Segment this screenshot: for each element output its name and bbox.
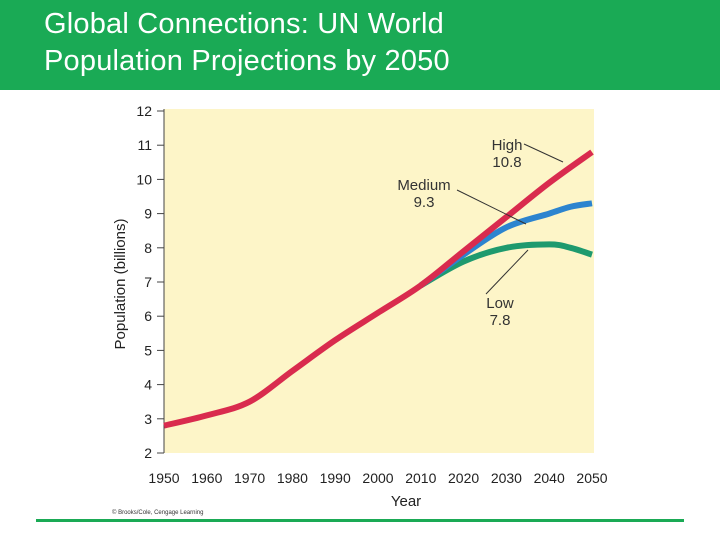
population-chart: 2 3 4 5 6 7 8 9 10 11 12 1950 1960 1970 1980 1990 2000 20… (112, 103, 608, 510)
x-tick-label: 1980 (277, 470, 308, 486)
x-tick-label: 2040 (534, 470, 565, 486)
y-tick-label: 5 (144, 342, 152, 358)
x-tick-label: 2050 (576, 470, 607, 486)
annotation-value: 10.8 (492, 154, 521, 171)
page-title: Global Connections: UN World Population … (44, 6, 684, 80)
y-tick-label: 8 (144, 240, 152, 256)
page-title-line-2: Population Projections by 2050 (44, 45, 450, 77)
annotation-label: High (492, 137, 523, 154)
annotation-value: 9.3 (414, 194, 435, 211)
image-credit: © Brooks/Cole, Cengage Learning (112, 510, 204, 516)
series-line-high (163, 149, 594, 429)
series-line-low (419, 241, 593, 289)
y-tick-label: 4 (144, 377, 152, 393)
y-tick-label: 3 (144, 411, 152, 427)
x-tick-label: 2000 (362, 470, 393, 486)
plot-background (164, 109, 594, 453)
y-tick-label: 2 (144, 445, 152, 461)
annotation-leader-line (456, 189, 527, 225)
x-tick-label: 2020 (448, 470, 479, 486)
x-tick-label: 1950 (148, 470, 179, 486)
y-tick-label: 9 (144, 206, 152, 222)
x-tick-label: 2030 (491, 470, 522, 486)
page-title-line-1: Global Connections: UN World (44, 8, 444, 40)
x-tick-label: 2010 (405, 470, 436, 486)
axis-ticks: 2 3 4 5 6 7 8 9 10 11 12 1950 1960 1970 1980 1990 2000 20… (136, 103, 607, 486)
x-tick-label: 1960 (191, 470, 222, 486)
series-layer (163, 149, 594, 429)
y-tick-label: 6 (144, 308, 152, 324)
annotation-leader-line (485, 249, 529, 295)
y-tick-label: 12 (136, 103, 152, 119)
y-axis-title: Population (billions) (112, 219, 129, 350)
y-tick-label: 10 (136, 171, 152, 187)
y-tick-label: 7 (144, 274, 152, 290)
annotation-value: 7.8 (490, 312, 511, 329)
annotation-label: Low (486, 295, 514, 312)
title-bar: Global Connections: UN World Population … (0, 0, 720, 90)
annotation-leader-line (523, 143, 564, 163)
annotation-label: Medium (397, 177, 450, 194)
x-axis-title: Year (391, 493, 421, 510)
footer-divider (36, 519, 684, 522)
x-tick-label: 1990 (320, 470, 351, 486)
chart-figure: 2 3 4 5 6 7 8 9 10 11 12 1950 1960 1970 1980 1990 2000 20… (108, 100, 611, 520)
y-tick-label: 11 (137, 137, 152, 153)
x-tick-label: 1970 (234, 470, 265, 486)
